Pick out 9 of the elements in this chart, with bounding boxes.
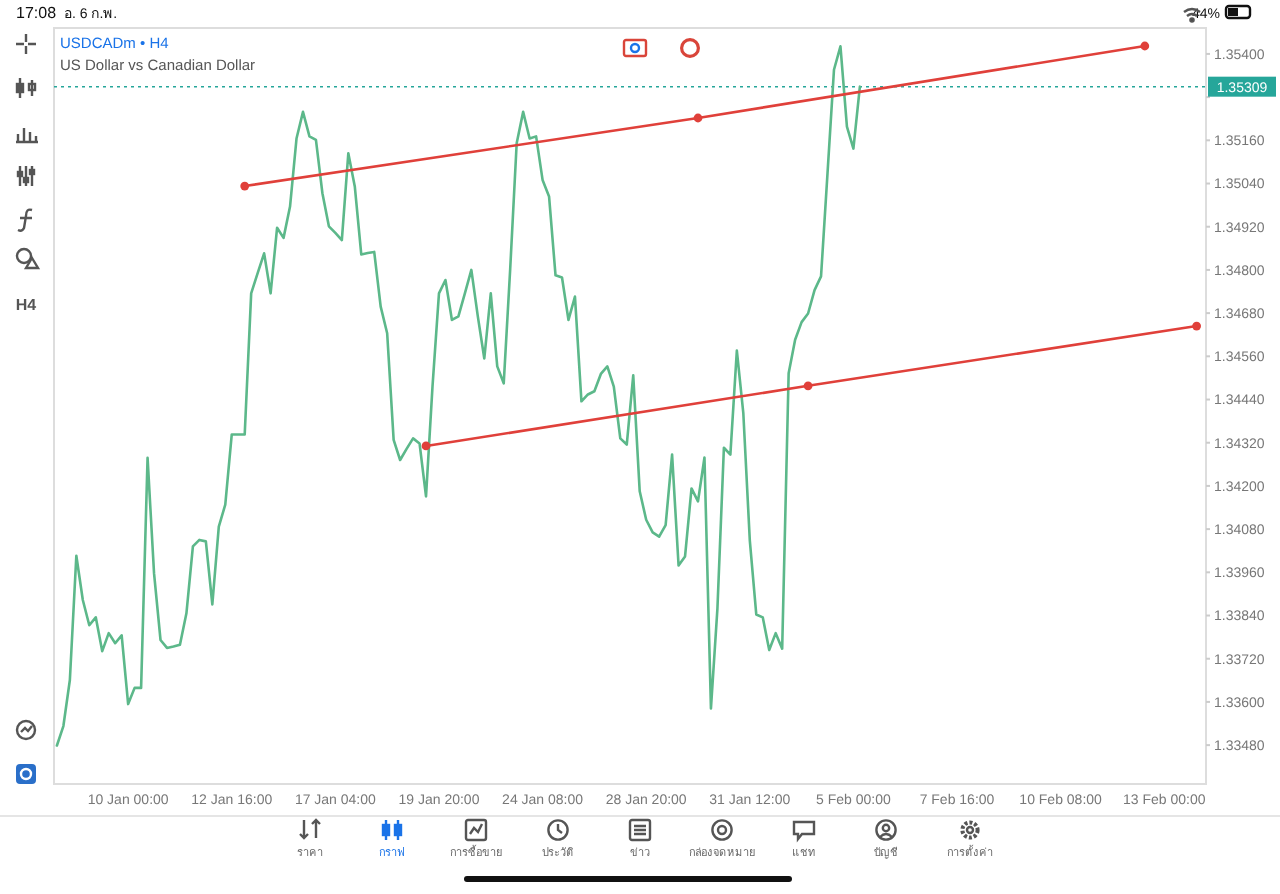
- point: [693, 113, 703, 123]
- point: [1192, 321, 1202, 331]
- point: [1140, 41, 1150, 51]
- point: [240, 181, 250, 191]
- line-series: [55, 45, 862, 747]
- point: [421, 441, 431, 451]
- point: [803, 381, 813, 391]
- text: H4: [15, 296, 38, 314]
- text: 17:08: [16, 4, 58, 22]
